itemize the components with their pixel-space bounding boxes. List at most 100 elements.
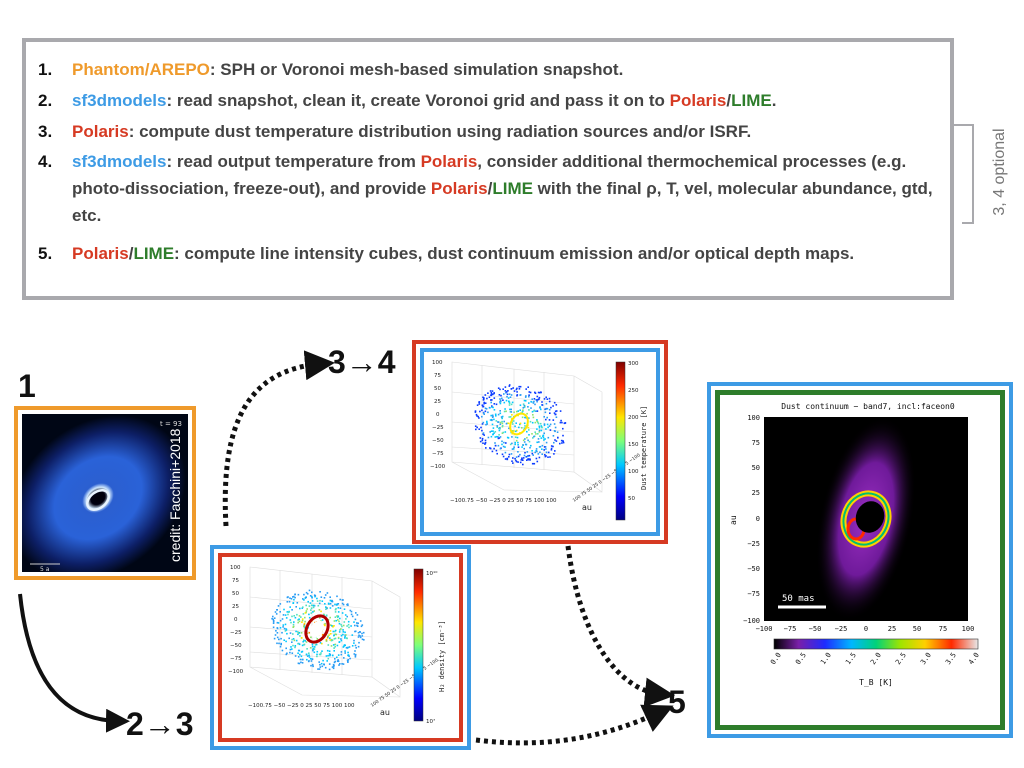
scatter-point xyxy=(285,629,288,631)
tool-lime: LIME xyxy=(492,179,533,198)
scatter-point xyxy=(540,429,543,432)
scatter-point xyxy=(359,631,361,633)
scatter-point xyxy=(319,666,322,668)
scatter-point xyxy=(361,638,364,641)
scatter-point xyxy=(510,453,513,455)
scatter-point xyxy=(329,633,332,635)
scatter-point xyxy=(498,437,501,439)
scatter-point xyxy=(544,454,546,456)
scatter-point xyxy=(548,408,551,411)
scatter-point xyxy=(503,393,505,395)
scatter-point xyxy=(492,393,494,396)
scatter-point xyxy=(531,421,534,424)
scatter-point xyxy=(329,654,331,657)
scatter-point xyxy=(275,630,277,632)
scatter-point xyxy=(493,392,495,394)
scatter-point xyxy=(338,641,341,643)
scatter-point xyxy=(272,618,274,621)
scatter-point xyxy=(505,391,507,394)
scatter-point xyxy=(326,607,328,610)
scatter-point xyxy=(326,636,329,639)
scatter-point xyxy=(347,604,349,606)
scatter-point xyxy=(515,430,517,433)
scatter-point xyxy=(348,626,350,629)
scatter-point xyxy=(336,615,338,617)
scatter-point xyxy=(513,411,515,414)
scatter-point xyxy=(298,643,301,646)
scatter-point xyxy=(553,441,555,444)
scatter-point xyxy=(326,592,329,594)
scatter-point xyxy=(334,645,336,648)
scatter-point xyxy=(342,624,345,627)
scatter-point xyxy=(541,426,543,429)
scatter-point xyxy=(510,408,512,411)
svg-text:−75: −75 xyxy=(432,451,444,457)
scatter-point xyxy=(550,449,553,451)
scatter-point xyxy=(508,384,511,386)
scatter-point xyxy=(276,632,279,634)
scatter-point xyxy=(337,637,340,640)
scatter-point xyxy=(553,401,556,404)
scatter-point xyxy=(334,629,337,632)
scatter-point xyxy=(499,427,501,430)
step-number: 1. xyxy=(38,60,53,79)
scatter-point xyxy=(334,637,337,640)
scatter-point xyxy=(353,639,355,642)
scatter-point xyxy=(328,653,331,655)
scatter-point xyxy=(491,406,493,408)
scatter-point xyxy=(535,433,537,435)
scatter-point xyxy=(504,390,507,392)
scatter-point xyxy=(524,396,527,398)
density-z-ticks: 100 75 50 25 0 −25 −50 −75 −100 xyxy=(228,565,244,675)
step-number: 4. xyxy=(38,152,53,171)
scatter-point xyxy=(292,596,294,598)
scatter-point xyxy=(498,434,500,436)
scatter-point xyxy=(526,455,529,458)
scatter-point xyxy=(324,622,326,625)
scatter-point xyxy=(298,615,301,617)
scatter-point xyxy=(553,430,556,432)
scatter-point xyxy=(276,621,279,624)
scatter-point xyxy=(492,433,494,436)
scatter-point xyxy=(331,600,334,603)
scatter-point xyxy=(522,459,524,461)
scatter-point xyxy=(291,615,293,618)
scatter-point xyxy=(515,460,518,463)
scatter-point xyxy=(519,422,522,425)
scatter-point xyxy=(536,450,538,453)
scatter-point xyxy=(482,421,485,424)
scatter-point xyxy=(509,416,512,418)
scatter-point xyxy=(517,441,519,444)
svg-text:50: 50 xyxy=(752,464,760,472)
scatter-point xyxy=(531,452,534,455)
scatter-point xyxy=(502,445,505,448)
scatter-point xyxy=(316,597,318,600)
scatter-point xyxy=(342,646,345,648)
scatter-point xyxy=(283,639,285,641)
scatter-point xyxy=(305,610,308,612)
scatter-point xyxy=(343,645,345,647)
svg-text:300: 300 xyxy=(628,361,639,367)
scatter-point xyxy=(493,418,495,421)
scatter-point xyxy=(282,624,285,626)
scatter-point xyxy=(522,463,524,466)
scatter-point xyxy=(481,415,483,418)
scatter-point xyxy=(346,625,348,627)
scatter-point xyxy=(482,399,485,401)
scatter-point xyxy=(523,447,525,450)
scatter-point xyxy=(501,453,504,456)
scatter-point xyxy=(510,411,513,413)
scatter-point xyxy=(309,647,312,649)
scatter-point xyxy=(538,398,540,400)
scatter-point xyxy=(504,386,507,388)
scatter-point xyxy=(331,666,334,668)
scatter-point xyxy=(329,639,331,641)
scatter-point xyxy=(529,446,531,449)
scatter-point xyxy=(280,643,282,646)
scatter-point xyxy=(482,432,485,434)
scatter-point xyxy=(537,433,539,435)
scatter-point xyxy=(306,593,309,595)
scatter-point xyxy=(307,660,310,663)
scatter-point xyxy=(303,625,306,628)
scatter-point xyxy=(319,663,321,666)
